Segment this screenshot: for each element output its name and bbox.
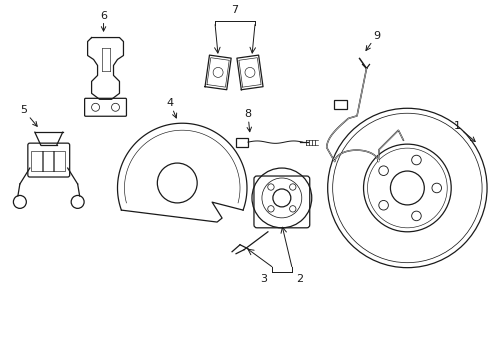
Text: 2: 2 <box>296 274 303 284</box>
Text: 7: 7 <box>231 5 238 15</box>
Text: 4: 4 <box>166 98 176 118</box>
Text: 3: 3 <box>260 274 267 284</box>
Text: 1: 1 <box>453 121 474 141</box>
Text: 5: 5 <box>20 105 37 126</box>
Text: 9: 9 <box>365 31 379 50</box>
Text: 6: 6 <box>100 11 107 31</box>
Text: 8: 8 <box>244 109 251 132</box>
